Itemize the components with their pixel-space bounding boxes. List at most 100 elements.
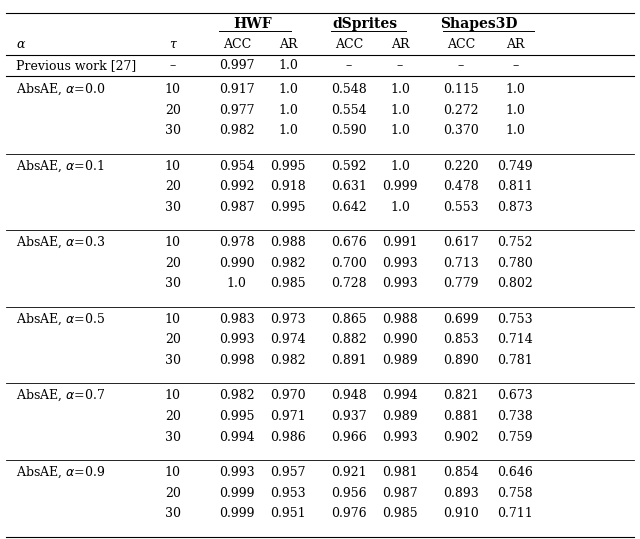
Text: 0.700: 0.700 bbox=[331, 257, 367, 270]
Text: 0.272: 0.272 bbox=[443, 103, 479, 116]
Text: 0.953: 0.953 bbox=[270, 487, 306, 500]
Text: 0.957: 0.957 bbox=[270, 466, 306, 479]
Text: –: – bbox=[397, 59, 403, 72]
Text: 0.881: 0.881 bbox=[443, 410, 479, 423]
Text: 0.865: 0.865 bbox=[331, 313, 367, 326]
Text: 0.802: 0.802 bbox=[497, 278, 533, 291]
Text: 0.811: 0.811 bbox=[497, 180, 533, 193]
Text: 0.631: 0.631 bbox=[331, 180, 367, 193]
Text: 0.995: 0.995 bbox=[270, 201, 306, 214]
Text: 10: 10 bbox=[165, 160, 181, 172]
Text: 0.971: 0.971 bbox=[270, 410, 306, 423]
Text: 0.752: 0.752 bbox=[497, 236, 533, 249]
Text: 1.0: 1.0 bbox=[227, 278, 247, 291]
Text: AbsAE, $\alpha$=0.5: AbsAE, $\alpha$=0.5 bbox=[16, 312, 105, 327]
Text: 0.115: 0.115 bbox=[443, 83, 479, 96]
Text: 0.970: 0.970 bbox=[270, 389, 306, 402]
Text: 1.0: 1.0 bbox=[390, 160, 410, 172]
Text: 1.0: 1.0 bbox=[390, 125, 410, 137]
Text: 30: 30 bbox=[165, 278, 181, 291]
Text: 30: 30 bbox=[165, 507, 181, 520]
Text: AR: AR bbox=[506, 38, 524, 51]
Text: 1.0: 1.0 bbox=[390, 201, 410, 214]
Text: Previous work [27]: Previous work [27] bbox=[16, 59, 136, 72]
Text: 1.0: 1.0 bbox=[390, 83, 410, 96]
Text: 0.779: 0.779 bbox=[443, 278, 479, 291]
Text: 1.0: 1.0 bbox=[505, 83, 525, 96]
Text: –: – bbox=[458, 59, 464, 72]
Text: 0.910: 0.910 bbox=[443, 507, 479, 520]
Text: 0.821: 0.821 bbox=[443, 389, 479, 402]
Text: 0.982: 0.982 bbox=[270, 354, 306, 367]
Text: 0.999: 0.999 bbox=[382, 180, 418, 193]
Text: 20: 20 bbox=[165, 103, 180, 116]
Text: 0.893: 0.893 bbox=[443, 487, 479, 500]
Text: 0.985: 0.985 bbox=[270, 278, 306, 291]
Text: 0.854: 0.854 bbox=[443, 466, 479, 479]
Text: 0.937: 0.937 bbox=[331, 410, 367, 423]
Text: –: – bbox=[170, 59, 176, 72]
Text: AbsAE, $\alpha$=0.1: AbsAE, $\alpha$=0.1 bbox=[16, 158, 104, 174]
Text: 0.987: 0.987 bbox=[219, 201, 255, 214]
Text: –: – bbox=[346, 59, 352, 72]
Text: 0.711: 0.711 bbox=[497, 507, 533, 520]
Text: AbsAE, $\alpha$=0.9: AbsAE, $\alpha$=0.9 bbox=[16, 465, 106, 480]
Text: 1.0: 1.0 bbox=[278, 83, 298, 96]
Text: 0.994: 0.994 bbox=[382, 389, 418, 402]
Text: 20: 20 bbox=[165, 257, 180, 270]
Text: 1.0: 1.0 bbox=[278, 103, 298, 116]
Text: 0.998: 0.998 bbox=[219, 354, 255, 367]
Text: 1.0: 1.0 bbox=[505, 125, 525, 137]
Text: 0.553: 0.553 bbox=[443, 201, 479, 214]
Text: 30: 30 bbox=[165, 201, 181, 214]
Text: 0.921: 0.921 bbox=[331, 466, 367, 479]
Text: 0.995: 0.995 bbox=[270, 160, 306, 172]
Text: 10: 10 bbox=[165, 236, 181, 249]
Text: –: – bbox=[512, 59, 518, 72]
Text: 0.948: 0.948 bbox=[331, 389, 367, 402]
Text: 0.978: 0.978 bbox=[219, 236, 255, 249]
Text: 0.478: 0.478 bbox=[443, 180, 479, 193]
Text: 0.853: 0.853 bbox=[443, 334, 479, 347]
Text: 0.990: 0.990 bbox=[382, 334, 418, 347]
Text: AbsAE, $\alpha$=0.3: AbsAE, $\alpha$=0.3 bbox=[16, 235, 106, 250]
Text: 0.891: 0.891 bbox=[331, 354, 367, 367]
Text: 0.780: 0.780 bbox=[497, 257, 533, 270]
Text: 0.676: 0.676 bbox=[331, 236, 367, 249]
Text: 20: 20 bbox=[165, 180, 180, 193]
Text: 20: 20 bbox=[165, 334, 180, 347]
Text: 0.713: 0.713 bbox=[443, 257, 479, 270]
Text: 0.554: 0.554 bbox=[331, 103, 367, 116]
Text: AR: AR bbox=[279, 38, 297, 51]
Text: 0.966: 0.966 bbox=[331, 431, 367, 444]
Text: 0.873: 0.873 bbox=[497, 201, 533, 214]
Text: ACC: ACC bbox=[335, 38, 363, 51]
Text: 0.987: 0.987 bbox=[382, 487, 418, 500]
Text: 10: 10 bbox=[165, 389, 181, 402]
Text: 20: 20 bbox=[165, 410, 180, 423]
Text: 0.758: 0.758 bbox=[497, 487, 533, 500]
Text: 0.993: 0.993 bbox=[382, 257, 418, 270]
Text: 0.993: 0.993 bbox=[219, 334, 255, 347]
Text: 0.882: 0.882 bbox=[331, 334, 367, 347]
Text: 0.902: 0.902 bbox=[443, 431, 479, 444]
Text: 0.995: 0.995 bbox=[219, 410, 255, 423]
Text: 30: 30 bbox=[165, 431, 181, 444]
Text: Shapes3D: Shapes3D bbox=[440, 17, 518, 31]
Text: 0.997: 0.997 bbox=[219, 59, 255, 72]
Text: 0.951: 0.951 bbox=[270, 507, 306, 520]
Text: 1.0: 1.0 bbox=[390, 103, 410, 116]
Text: 0.976: 0.976 bbox=[331, 507, 367, 520]
Text: 0.954: 0.954 bbox=[219, 160, 255, 172]
Text: 0.918: 0.918 bbox=[270, 180, 306, 193]
Text: 0.999: 0.999 bbox=[219, 507, 255, 520]
Text: 0.993: 0.993 bbox=[382, 431, 418, 444]
Text: 0.992: 0.992 bbox=[219, 180, 255, 193]
Text: 0.956: 0.956 bbox=[331, 487, 367, 500]
Text: 0.988: 0.988 bbox=[382, 313, 418, 326]
Text: AbsAE, $\alpha$=0.7: AbsAE, $\alpha$=0.7 bbox=[16, 388, 105, 404]
Text: 0.590: 0.590 bbox=[331, 125, 367, 137]
Text: 10: 10 bbox=[165, 83, 181, 96]
Text: AR: AR bbox=[391, 38, 409, 51]
Text: 0.990: 0.990 bbox=[219, 257, 255, 270]
